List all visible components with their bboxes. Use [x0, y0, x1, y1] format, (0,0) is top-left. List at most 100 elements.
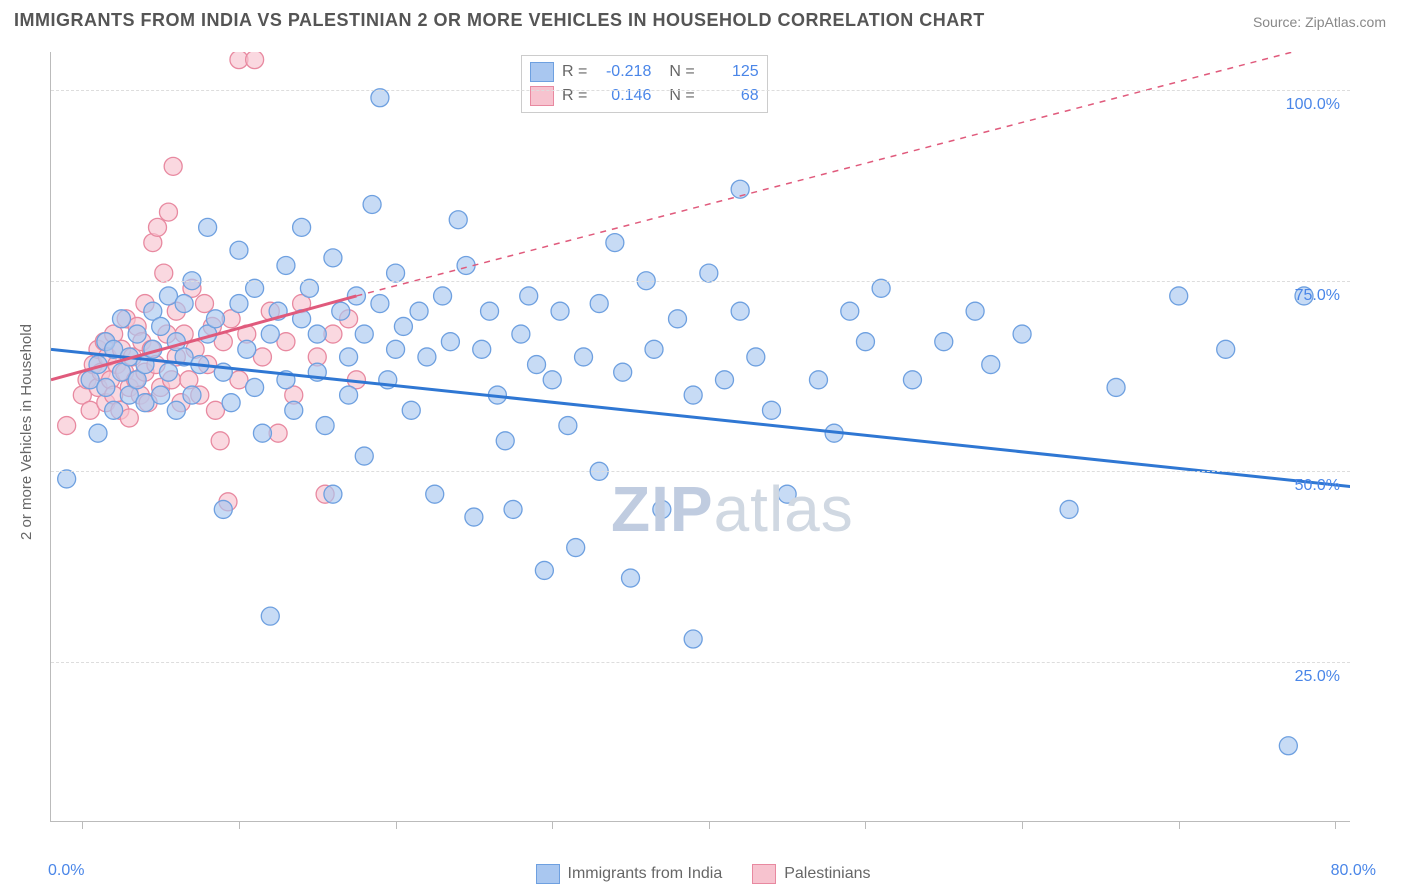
scatter-point [449, 211, 467, 229]
scatter-point [222, 394, 240, 412]
scatter-point [1217, 340, 1235, 358]
scatter-svg [51, 52, 1350, 821]
scatter-point [872, 279, 890, 297]
scatter-point [159, 363, 177, 381]
y-tick-label: 75.0% [1295, 287, 1340, 305]
scatter-point [481, 302, 499, 320]
scatter-point [371, 89, 389, 107]
scatter-point [551, 302, 569, 320]
scatter-point [410, 302, 428, 320]
scatter-point [293, 218, 311, 236]
scatter-point [606, 234, 624, 252]
scatter-point [982, 356, 1000, 374]
scatter-point [684, 386, 702, 404]
scatter-point [206, 310, 224, 328]
scatter-point [394, 317, 412, 335]
swatch-india [530, 62, 554, 82]
scatter-point [645, 340, 663, 358]
scatter-point [195, 295, 213, 313]
scatter-point [277, 256, 295, 274]
scatter-point [371, 295, 389, 313]
scatter-point [1107, 378, 1125, 396]
scatter-point [496, 432, 514, 450]
scatter-point [340, 386, 358, 404]
x-tick [1179, 821, 1180, 829]
r-label-india: R = [562, 63, 587, 81]
scatter-point [669, 310, 687, 328]
stats-legend: R = -0.218 N = 125 R = 0.146 N = 68 [521, 55, 768, 113]
scatter-point [935, 333, 953, 351]
scatter-point [841, 302, 859, 320]
scatter-point [159, 203, 177, 221]
scatter-point [155, 264, 173, 282]
scatter-point [465, 508, 483, 526]
scatter-point [473, 340, 491, 358]
source-label: Source: ZipAtlas.com [1253, 14, 1386, 30]
scatter-point [1170, 287, 1188, 305]
scatter-point [567, 539, 585, 557]
scatter-point [230, 295, 248, 313]
scatter-point [590, 295, 608, 313]
scatter-point [622, 569, 640, 587]
scatter-point [97, 378, 115, 396]
r-value-india: -0.218 [595, 63, 651, 81]
legend-label-palest: Palestinians [784, 865, 870, 883]
scatter-point [164, 157, 182, 175]
scatter-point [238, 340, 256, 358]
scatter-point [261, 325, 279, 343]
n-label-india: N = [669, 63, 694, 81]
scatter-point [559, 417, 577, 435]
scatter-point [528, 356, 546, 374]
trend-line [51, 349, 1350, 486]
scatter-point [856, 333, 874, 351]
scatter-point [614, 363, 632, 381]
x-tick [1022, 821, 1023, 829]
scatter-point [700, 264, 718, 282]
scatter-point [253, 424, 271, 442]
scatter-point [715, 371, 733, 389]
scatter-point [183, 386, 201, 404]
scatter-point [316, 417, 334, 435]
scatter-point [809, 371, 827, 389]
scatter-point [211, 432, 229, 450]
scatter-point [535, 561, 553, 579]
scatter-point [653, 500, 671, 518]
scatter-point [199, 218, 217, 236]
y-tick-label: 50.0% [1295, 477, 1340, 495]
scatter-point [246, 378, 264, 396]
scatter-point [89, 424, 107, 442]
scatter-point [152, 386, 170, 404]
scatter-point [434, 287, 452, 305]
legend-swatch-palest [752, 864, 776, 884]
scatter-point [324, 485, 342, 503]
scatter-point [402, 401, 420, 419]
scatter-point [903, 371, 921, 389]
scatter-point [340, 348, 358, 366]
y-axis-title: 2 or more Vehicles in Household [18, 324, 35, 540]
scatter-point [1013, 325, 1031, 343]
legend-label-india: Immigrants from India [568, 865, 723, 883]
scatter-point [58, 470, 76, 488]
scatter-point [230, 241, 248, 259]
scatter-point [966, 302, 984, 320]
scatter-point [778, 485, 796, 503]
scatter-point [149, 218, 167, 236]
scatter-point [246, 52, 264, 69]
scatter-point [426, 485, 444, 503]
scatter-point [261, 607, 279, 625]
scatter-point [355, 325, 373, 343]
x-tick [552, 821, 553, 829]
scatter-point [167, 401, 185, 419]
scatter-point [1279, 737, 1297, 755]
scatter-point [731, 302, 749, 320]
scatter-point [1060, 500, 1078, 518]
scatter-point [543, 371, 561, 389]
n-value-india: 125 [703, 63, 759, 81]
scatter-point [112, 310, 130, 328]
scatter-point [324, 249, 342, 267]
scatter-point [300, 279, 318, 297]
legend-item-india: Immigrants from India [536, 864, 723, 884]
legend-swatch-india [536, 864, 560, 884]
scatter-point [285, 401, 303, 419]
scatter-point [332, 302, 350, 320]
